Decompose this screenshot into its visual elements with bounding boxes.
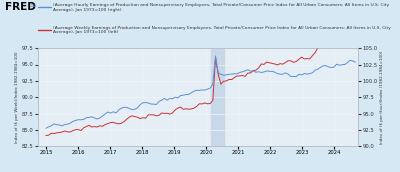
Y-axis label: Index of ($ per Hour)/Index (1982-1984=100): Index of ($ per Hour)/Index (1982-1984=1… [380, 51, 384, 144]
Text: (Average Hourly Earnings of Production and Nonsupervisory Employees, Total Priva: (Average Hourly Earnings of Production a… [53, 3, 389, 12]
Text: FRED: FRED [5, 2, 36, 12]
Y-axis label: Index of ($ per Week)/Index 1982-1984=100: Index of ($ per Week)/Index 1982-1984=10… [15, 51, 19, 143]
Bar [212, 48, 224, 146]
Text: (Average Weekly Earnings of Production and Nonsupervisory Employees, Total Priva: (Average Weekly Earnings of Production a… [53, 26, 391, 34]
Text: ≈: ≈ [29, 3, 35, 9]
